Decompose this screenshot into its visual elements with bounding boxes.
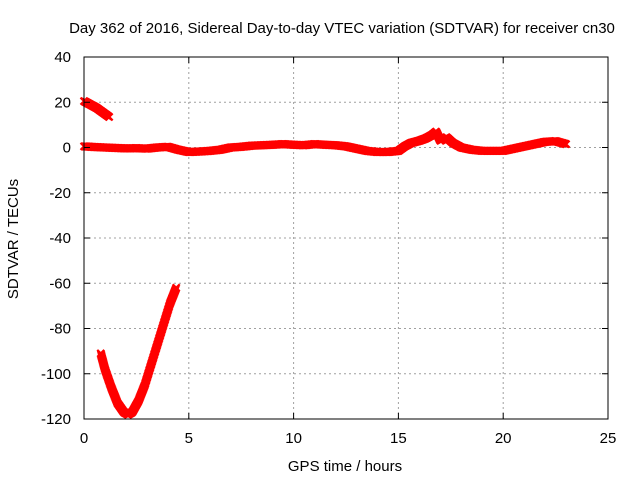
y-tick-label: -60: [49, 275, 71, 292]
y-tick-label: -20: [49, 185, 71, 202]
x-tick-label: 5: [185, 430, 193, 447]
x-tick-label: 20: [495, 430, 512, 447]
x-tick-label: 15: [390, 430, 407, 447]
y-tick-label: -100: [41, 366, 71, 383]
x-tick-label: 25: [600, 430, 617, 447]
data-points: [79, 96, 571, 419]
x-tick-label: 0: [80, 430, 88, 447]
x-axis-label: GPS time / hours: [288, 458, 402, 475]
y-tick-label: 0: [63, 140, 71, 157]
data-point: [561, 139, 571, 149]
axis-ticks: 0 5 10 15 20 25 -120 -100 -80 -60 -40 -20 0 20 40: [41, 49, 616, 447]
y-tick-label: 20: [54, 94, 71, 111]
y-tick-label: -80: [49, 321, 71, 338]
y-tick-label: 40: [54, 49, 71, 66]
data-point: [171, 283, 181, 293]
y-tick-label: -40: [49, 230, 71, 247]
chart-title: Day 362 of 2016, Sidereal Day-to-day VTE…: [69, 20, 615, 37]
data-point: [104, 112, 114, 122]
y-tick-label: -120: [41, 411, 71, 428]
grid-lines: [84, 57, 608, 419]
y-axis-label: SDTVAR / TECUs: [5, 179, 22, 299]
x-tick-label: 10: [285, 430, 302, 447]
